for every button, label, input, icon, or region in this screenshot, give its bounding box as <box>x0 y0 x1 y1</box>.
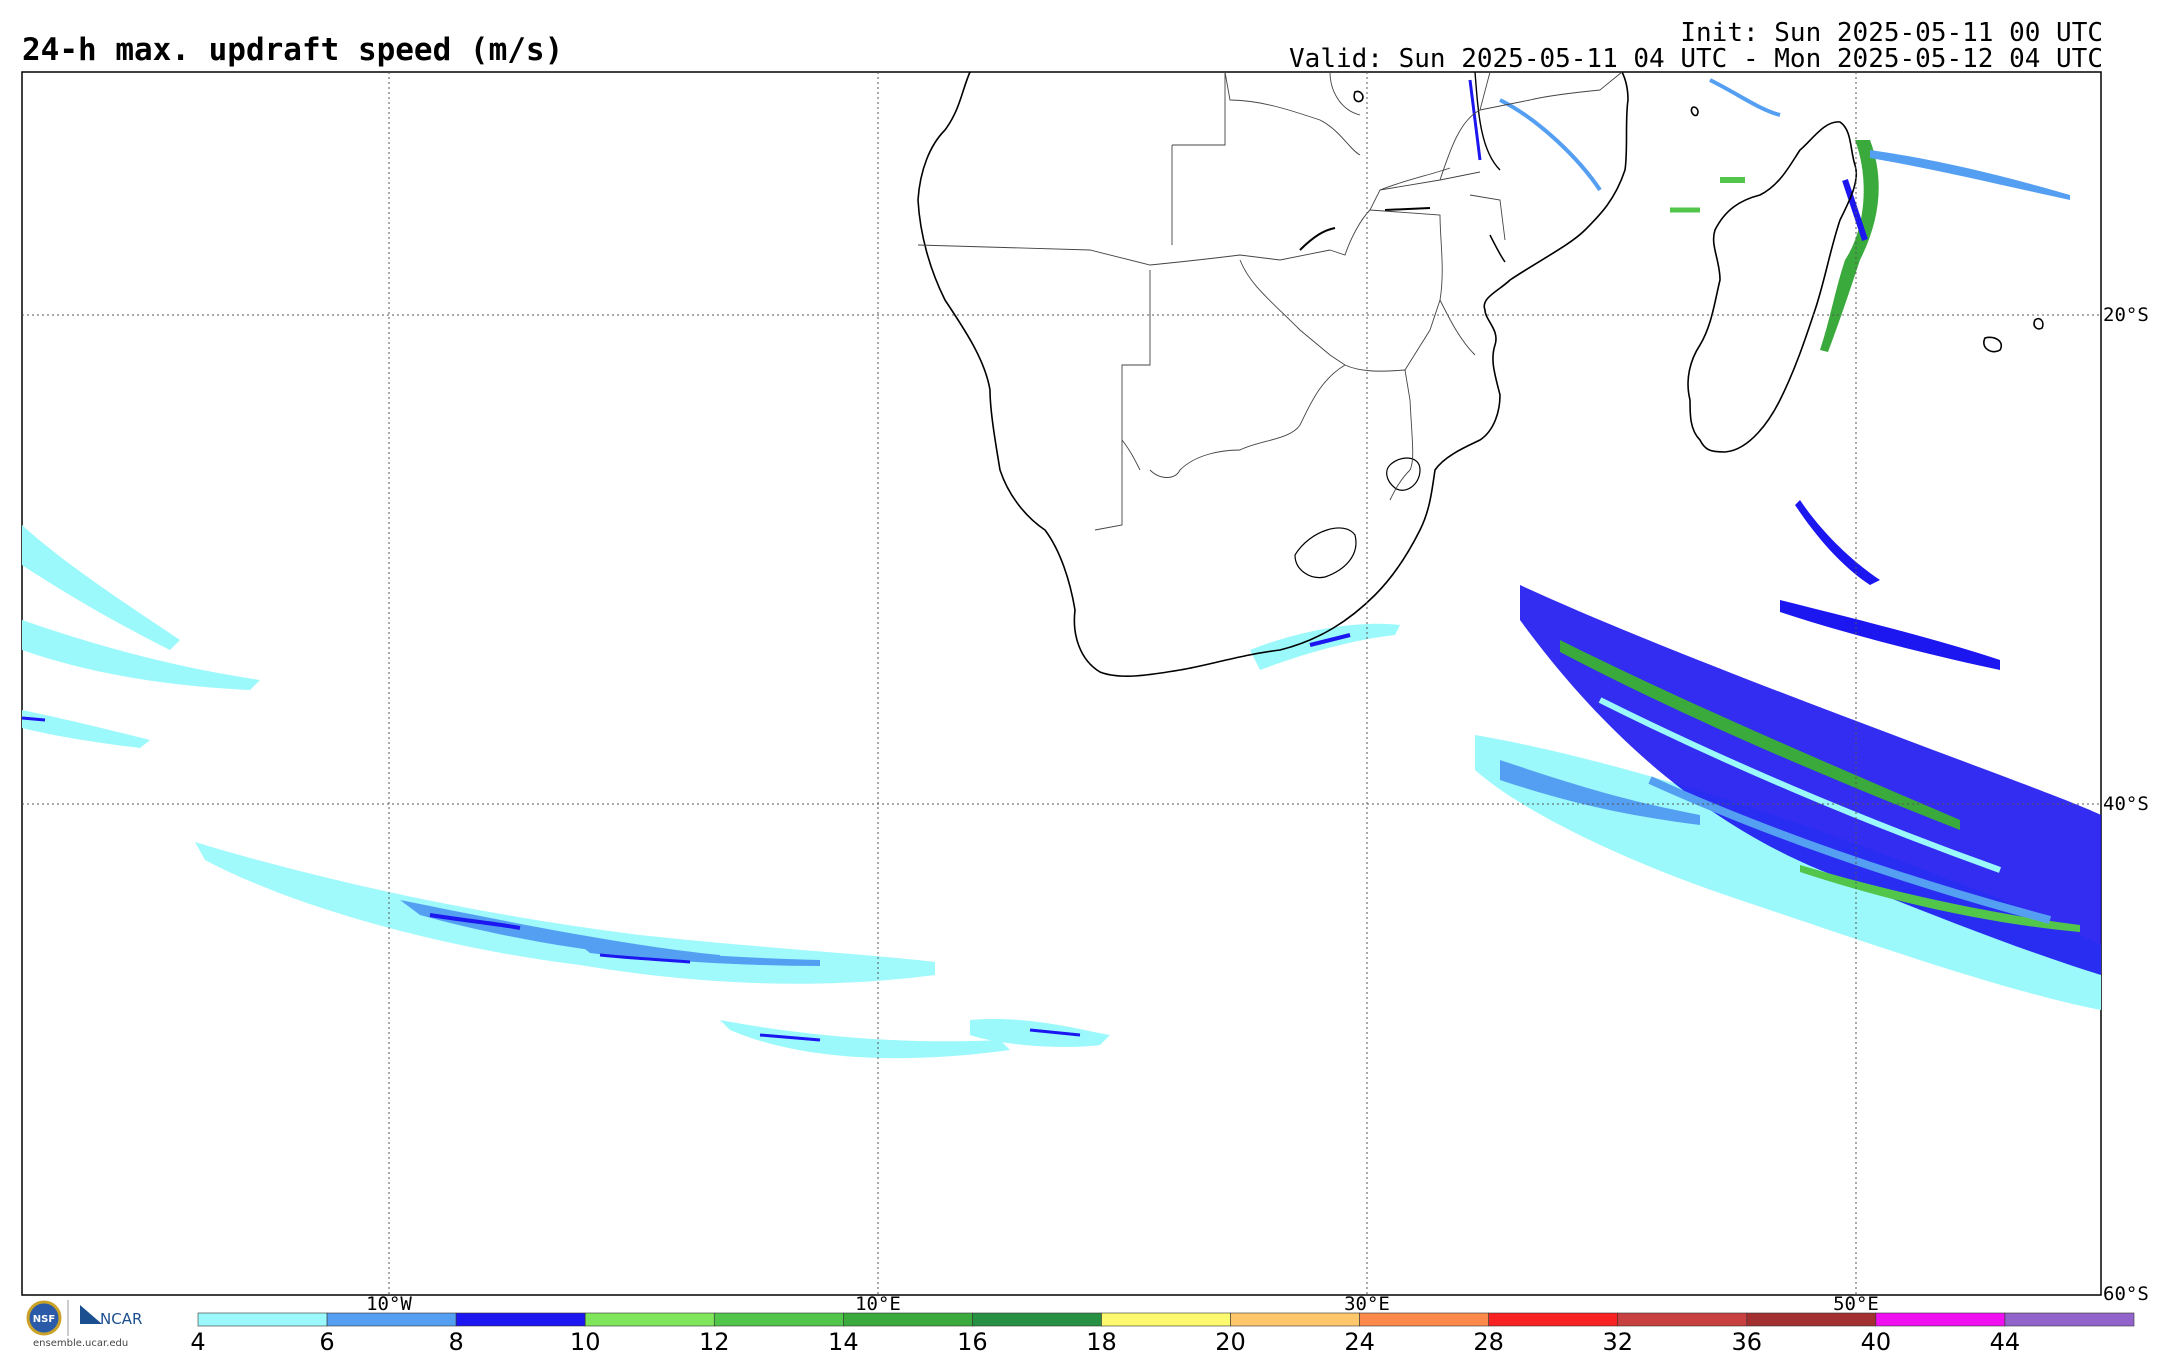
colorbar-tick-label: 14 <box>828 1328 859 1354</box>
colorbar-swatch <box>1617 1312 1748 1327</box>
colorbar-swatch <box>1230 1312 1360 1327</box>
colorbar-swatch <box>455 1312 586 1327</box>
time-info: Init: Sun 2025-05-11 00 UTC Valid: Sun 2… <box>1289 20 2103 72</box>
borders <box>917 71 1623 531</box>
colorbar-tick-label: 40 <box>1861 1328 1892 1354</box>
colorbar-tick-label: 44 <box>1990 1328 2021 1354</box>
colorbar-swatch <box>1746 1312 1877 1327</box>
colorbar-swatch <box>713 1312 844 1327</box>
coastlines <box>917 71 2044 677</box>
colorbar-swatch <box>584 1312 715 1327</box>
ncar-logo-text: NCAR <box>100 1310 142 1328</box>
colorbar-swatch <box>197 1312 328 1327</box>
updraft-field <box>21 78 2101 1059</box>
colorbar-swatch <box>326 1312 457 1327</box>
lon-label-10e: 10°E <box>855 1293 901 1315</box>
colorbar-tick-label: 16 <box>957 1328 988 1354</box>
map-title: 24-h max. updraft speed (m/s) <box>22 32 564 68</box>
lon-label-10w: 10°W <box>366 1293 412 1315</box>
init-time: Init: Sun 2025-05-11 00 UTC <box>1680 18 2103 48</box>
lon-label-30e: 30°E <box>1344 1293 1390 1315</box>
colorbar-tick-label: 12 <box>699 1328 730 1354</box>
lat-label-40s: 40°S <box>2103 793 2149 815</box>
colorbar-tick-label: 4 <box>190 1328 205 1354</box>
colorbar-tick-label: 24 <box>1344 1328 1375 1354</box>
nsf-logo-icon <box>26 1300 62 1336</box>
colorbar-swatch <box>843 1312 973 1327</box>
colorbar-tick-label: 20 <box>1215 1328 1246 1354</box>
lat-label-20s: 20°S <box>2103 304 2149 326</box>
ncar-logo-icon <box>80 1305 102 1324</box>
colorbar-tick-label: 18 <box>1086 1328 1117 1354</box>
lon-label-50e: 50°E <box>1833 1293 1879 1315</box>
map-frame <box>21 71 2102 1296</box>
colorbar-swatch <box>972 1312 1102 1327</box>
graticule <box>22 72 2101 1295</box>
colorbar-swatch <box>1875 1312 2006 1327</box>
logo-url: ensemble.ucar.edu <box>33 1338 128 1349</box>
colorbar-swatch <box>1488 1312 1619 1327</box>
colorbar-tick-label: 36 <box>1732 1328 1763 1354</box>
lat-label-60s: 60°S <box>2103 1283 2149 1305</box>
nsf-ncar-logo: NSF NCAR ensemble.ucar.edu <box>26 1300 142 1349</box>
colorbar-tick-label: 32 <box>1602 1328 1633 1354</box>
colorbar-tick-label: 10 <box>570 1328 601 1354</box>
colorbar-swatch <box>1359 1312 1489 1327</box>
colorbar-swatch <box>1101 1312 1231 1327</box>
nsf-logo-text: NSF <box>33 1314 55 1325</box>
colorbar: 4 6 8 10 12 14 16 18 20 24 28 32 36 40 44 <box>190 1312 2135 1354</box>
colorbar-swatch <box>2004 1312 2135 1327</box>
colorbar-tick-label: 8 <box>448 1328 463 1354</box>
colorbar-tick-label: 28 <box>1473 1328 1504 1354</box>
colorbar-tick-label: 6 <box>319 1328 334 1354</box>
valid-time: Valid: Sun 2025-05-11 04 UTC - Mon 2025-… <box>1289 44 2103 74</box>
